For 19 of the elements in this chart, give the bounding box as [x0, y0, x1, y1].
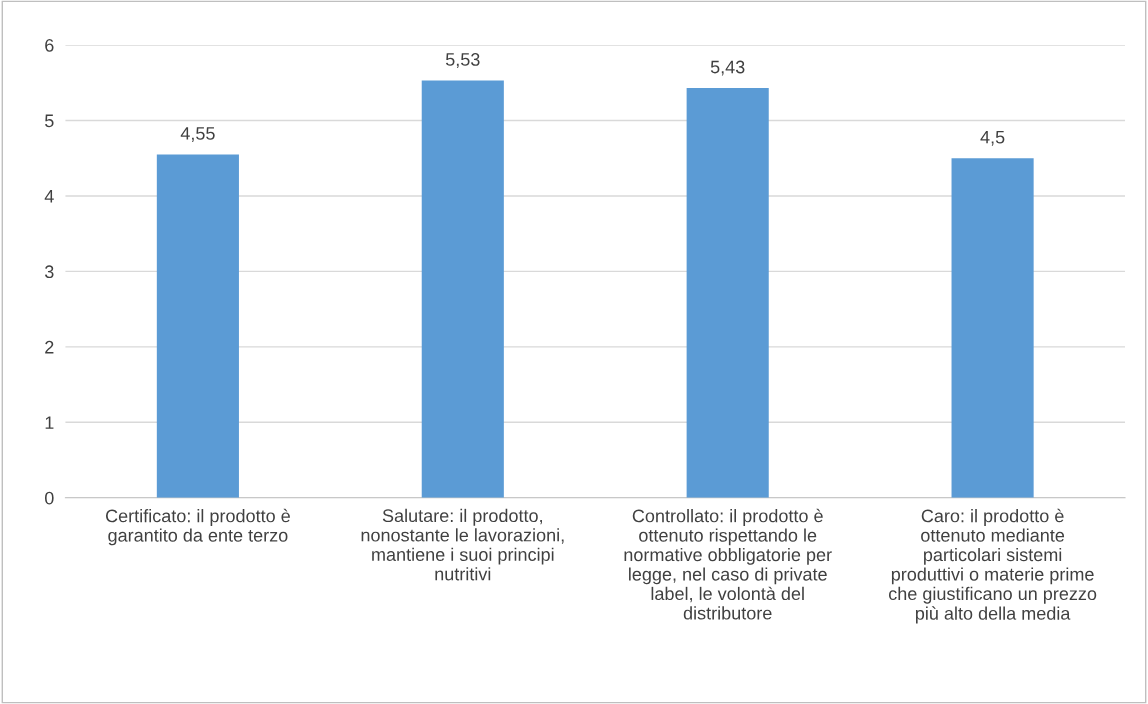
bar	[951, 158, 1034, 498]
bar	[686, 88, 769, 498]
x-tick-label: Caro: il prodotto è ottenuto mediante particolari sistemi produttivi o materie prime che giustificano un prezzo più alto della media	[888, 508, 1097, 624]
x-tick-label: Certificato: il prodotto è garantito da ente terzo	[105, 508, 290, 546]
y-tick-label: 1	[45, 416, 54, 429]
x-tick-label: Salutare: il prodotto, nonostante le lavorazioni, mantiene i suoi principi nutritivi	[361, 508, 564, 581]
y-tick-label: 2	[45, 340, 54, 354]
bar	[156, 154, 239, 498]
y-tick-label: 3	[44, 265, 54, 279]
x-tick-label: Controllato: il prodotto è ottenuto rispettando le normative obbligatorie per legge, nel caso di private label, le volontà del distributore	[624, 508, 832, 620]
y-tick-label: 0	[44, 491, 54, 505]
bar	[421, 80, 504, 498]
y-tick-label: 5	[45, 114, 54, 128]
data-label: 4,55	[180, 127, 215, 142]
y-tick-label: 6	[45, 38, 54, 52]
y-tick-label: 4	[44, 190, 54, 203]
data-label: 4,5	[980, 130, 1005, 146]
data-label: 5,43	[710, 60, 745, 76]
data-label: 5,53	[445, 53, 480, 68]
